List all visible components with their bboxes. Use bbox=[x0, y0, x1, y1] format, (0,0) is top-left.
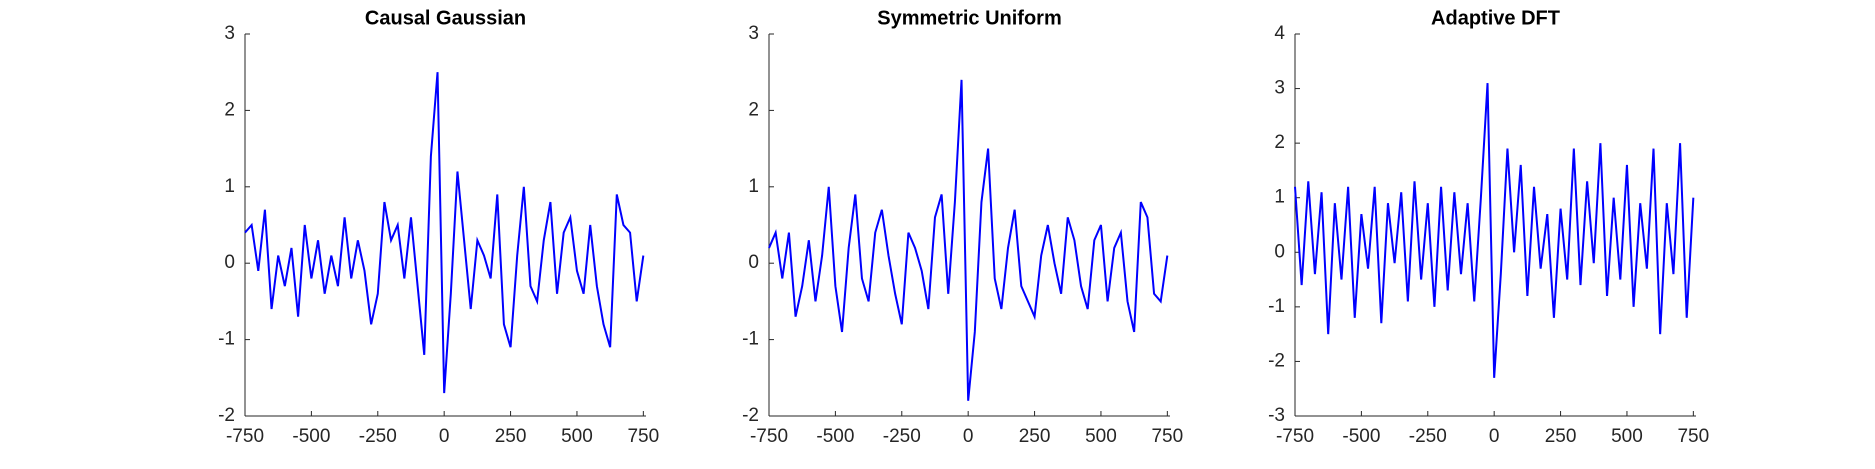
y-tick-label: -2 bbox=[1268, 350, 1285, 371]
data-line bbox=[244, 72, 645, 394]
y-tick-label: 1 bbox=[224, 176, 235, 197]
y-tick-label: 0 bbox=[748, 252, 759, 273]
x-tick-label: 500 bbox=[1085, 426, 1117, 447]
y-tick-label: 3 bbox=[1274, 78, 1285, 99]
y-tick-label: 2 bbox=[1274, 132, 1285, 153]
data-line bbox=[768, 79, 1169, 401]
x-tick-label: -750 bbox=[226, 426, 264, 447]
y-tick-label: -2 bbox=[742, 405, 759, 426]
x-tick-label: -500 bbox=[1342, 426, 1380, 447]
x-tick-label: 750 bbox=[1151, 426, 1183, 447]
x-tick-label: 0 bbox=[1489, 426, 1500, 447]
y-tick-label: 1 bbox=[1274, 187, 1285, 208]
y-tick-label: 1 bbox=[748, 176, 759, 197]
y-tick-label: -1 bbox=[742, 329, 759, 350]
y-tick-label: 4 bbox=[1274, 23, 1285, 44]
y-tick-label: -3 bbox=[1268, 405, 1285, 426]
x-tick-label: 500 bbox=[561, 426, 593, 447]
x-tick-label: 0 bbox=[963, 426, 974, 447]
x-tick-label: 500 bbox=[1611, 426, 1643, 447]
x-tick-label: -250 bbox=[1409, 426, 1447, 447]
chart-title: Adaptive DFT bbox=[1431, 7, 1560, 29]
x-tick-label: 0 bbox=[439, 426, 450, 447]
x-tick-label: -250 bbox=[883, 426, 921, 447]
x-tick-label: -500 bbox=[816, 426, 854, 447]
y-tick-label: -1 bbox=[1268, 296, 1285, 317]
x-tick-label: -750 bbox=[1276, 426, 1314, 447]
chart-title: Symmetric Uniform bbox=[877, 7, 1062, 29]
y-tick-label: 0 bbox=[1274, 241, 1285, 262]
y-tick-label: 3 bbox=[748, 23, 759, 44]
y-tick-label: 2 bbox=[748, 99, 759, 120]
data-line bbox=[1294, 83, 1695, 378]
x-tick-label: -500 bbox=[292, 426, 330, 447]
x-tick-label: 750 bbox=[1677, 426, 1709, 447]
y-tick-label: 2 bbox=[224, 99, 235, 120]
x-tick-label: 250 bbox=[1019, 426, 1051, 447]
x-tick-label: -250 bbox=[359, 426, 397, 447]
x-tick-label: -750 bbox=[750, 426, 788, 447]
x-tick-label: 250 bbox=[495, 426, 527, 447]
y-tick-label: 3 bbox=[224, 23, 235, 44]
y-tick-label: -1 bbox=[218, 329, 235, 350]
x-tick-label: 250 bbox=[1545, 426, 1577, 447]
y-tick-label: 0 bbox=[224, 252, 235, 273]
x-tick-label: 750 bbox=[627, 426, 659, 447]
y-tick-label: -2 bbox=[218, 405, 235, 426]
chart-title: Causal Gaussian bbox=[365, 7, 526, 29]
